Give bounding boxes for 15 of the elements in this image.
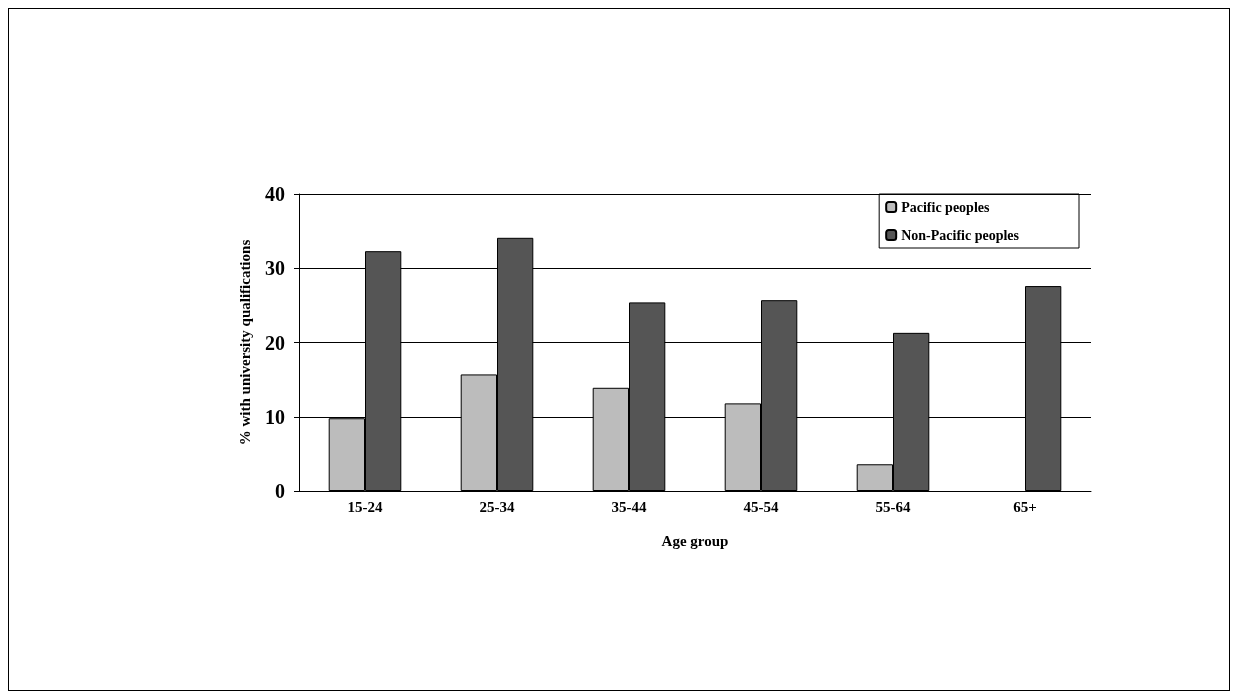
legend-label: Non-Pacific peoples [901, 227, 1020, 243]
x-tick-label: 45-54 [743, 498, 779, 515]
x-tick-label: 35-44 [611, 498, 647, 515]
y-tick-label: 10 [265, 405, 285, 428]
x-axis-title: Age group [661, 532, 729, 549]
y-tick-label: 20 [265, 331, 285, 354]
x-tick-label: 15-24 [347, 498, 383, 515]
x-tick-label: 25-34 [479, 498, 515, 515]
y-tick-label: 40 [265, 183, 285, 205]
x-tick-label: 65+ [1013, 498, 1037, 515]
y-axis-title: % with university qualifications [237, 239, 253, 446]
legend-label: Pacific peoples [901, 199, 990, 215]
y-tick-label: 30 [265, 257, 285, 280]
x-tick-label: 55-64 [875, 498, 911, 515]
y-tick-label: 0 [275, 480, 285, 502]
